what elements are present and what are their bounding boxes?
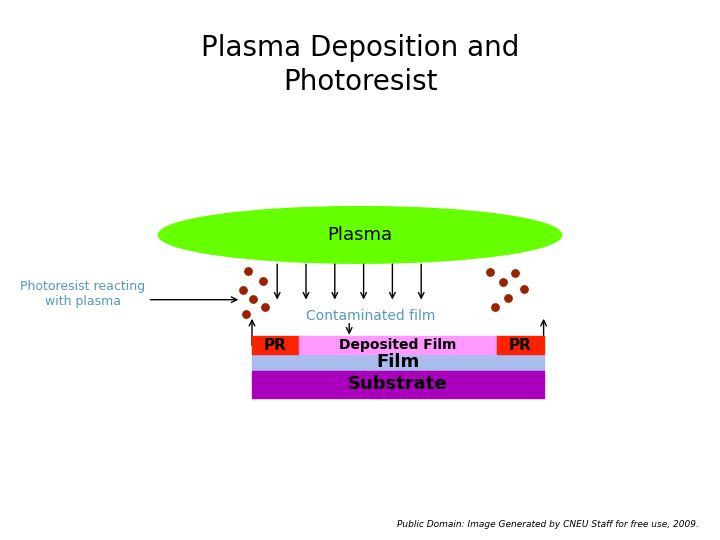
Bar [252,336,299,354]
Point [238,286,249,294]
Text: Substrate: Substrate [348,375,448,394]
Point [484,268,495,276]
Point [497,278,508,286]
Point [259,302,271,311]
Text: Public Domain: Image Generated by CNEU Staff for free use, 2009.: Public Domain: Image Generated by CNEU S… [397,520,698,529]
Text: Deposited Film: Deposited Film [339,338,456,352]
Bar [299,336,497,354]
Bar [497,336,544,354]
Point [518,285,530,293]
Ellipse shape [158,206,562,264]
Point [248,294,259,303]
Point [509,268,521,277]
Point [240,310,252,319]
Bar [252,371,544,398]
Text: Photoresist reacting
with plasma: Photoresist reacting with plasma [20,280,145,308]
Point [257,277,269,286]
Text: Plasma: Plasma [328,226,392,244]
Text: Plasma Deposition and
Photoresist: Plasma Deposition and Photoresist [201,33,519,96]
Text: PR: PR [264,338,287,353]
Text: PR: PR [509,338,531,353]
Text: Film: Film [376,353,420,372]
Point [490,302,501,311]
Point [502,294,513,302]
Bar [252,354,544,371]
Text: Contaminated film: Contaminated film [306,309,436,323]
Point [243,267,254,275]
